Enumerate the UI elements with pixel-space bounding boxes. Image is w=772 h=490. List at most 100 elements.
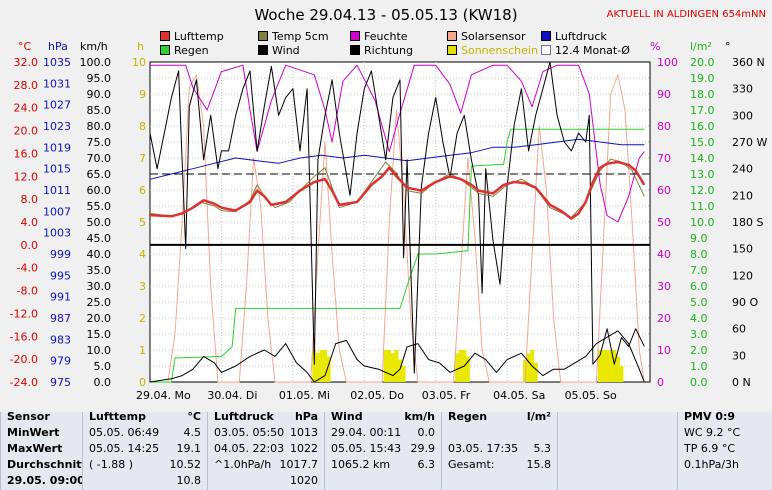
legend-item: Solarsensor <box>447 30 526 43</box>
sunshine-bar <box>598 350 602 382</box>
sunshine-bar <box>605 350 610 382</box>
chart-title: Woche 29.04.13 - 05.05.13 (KW18) <box>254 6 518 24</box>
stats-column-heading: Wind <box>331 410 363 423</box>
direction-tick-label: 360 N <box>732 56 765 69</box>
temp-tick-label: -24.0 <box>10 376 38 389</box>
legend-swatch <box>258 45 268 55</box>
humidity-tick-label: 0 <box>657 376 664 389</box>
rain-tick-label: 20.0 <box>690 56 715 69</box>
legend-swatch <box>258 31 268 41</box>
stats-value: 1013 <box>290 426 318 439</box>
temp-tick-label: 8.0 <box>21 193 39 206</box>
rain-tick-label: 6.0 <box>690 280 708 293</box>
rain-tick-label: 7.0 <box>690 264 708 277</box>
direction-tick-label: 120 <box>732 269 753 282</box>
stats-cell: WC 9.2 °C <box>684 426 741 439</box>
pressure-tick-label: 1031 <box>43 77 71 90</box>
stats-cell: 29.05. 09:00 <box>7 474 85 487</box>
sunshine-bar <box>383 350 388 382</box>
wind-tick-label: 0.0 <box>94 376 112 389</box>
sunshine-bar <box>615 356 620 382</box>
humidity-tick-label: 90 <box>657 88 671 101</box>
sunshine-bar <box>523 359 527 382</box>
sun-tick-label: 8 <box>139 120 146 133</box>
legend-item: Lufttemp <box>160 30 224 43</box>
temp-tick-label: 4.0 <box>21 216 39 229</box>
legend-item: 12.4 Monat-Ø <box>541 44 630 57</box>
wind-tick-label: 35.0 <box>87 264 112 277</box>
pressure-tick-label: 1015 <box>43 163 71 176</box>
stats-cell: 1065.2 km <box>331 458 391 471</box>
pressure-tick-label: 975 <box>50 376 71 389</box>
direction-tick-label: 60 <box>732 323 746 336</box>
legend-label: Temp 5cm <box>272 30 329 43</box>
stats-cell: 03.05. 17:35 <box>448 442 519 455</box>
humidity-tick-label: 30 <box>657 280 671 293</box>
pressure-tick-label: 987 <box>50 312 71 325</box>
stats-column-heading: Luftdruck <box>214 410 274 423</box>
pressure-tick-label: 999 <box>50 248 71 261</box>
sunshine-bar <box>387 350 392 382</box>
direction-series-line <box>149 61 645 374</box>
sunshine-bar <box>455 353 460 382</box>
wind-tick-label: 80.0 <box>87 120 112 133</box>
stats-column: Lufttemp °C 05.05. 06:49 4.5 05.05. 14:25 19.… <box>82 410 207 490</box>
direction-tick-label: 270 W <box>732 136 767 149</box>
sunshine-bar <box>465 356 470 382</box>
wind-tick-label: 90.0 <box>87 88 112 101</box>
legend-swatch <box>541 45 551 55</box>
legend-item: Wind <box>258 44 300 57</box>
rain-tick-label: 12.0 <box>690 184 715 197</box>
stats-cell: 0.1hPa/3h <box>684 458 740 471</box>
legend-swatch <box>160 45 170 55</box>
stats-spacer <box>557 412 677 490</box>
legend-item: Regen <box>160 44 209 57</box>
temp-unit: °C <box>18 40 32 53</box>
wind-tick-label: 15.0 <box>87 328 112 341</box>
wind-tick-label: 65.0 <box>87 168 112 181</box>
humidity-tick-label: 80 <box>657 120 671 133</box>
wind-tick-label: 55.0 <box>87 200 112 213</box>
sunshine-bar <box>326 356 331 382</box>
humidity-tick-label: 40 <box>657 248 671 261</box>
humidity-tick-label: 100 <box>657 56 678 69</box>
stats-column: Wind km/h 29.04. 00:11 0.0 05.05. 15:43 29.9 1… <box>324 410 441 490</box>
sun-tick-label: 5 <box>139 216 146 229</box>
stats-value: 10.8 <box>176 474 202 487</box>
legend-item: Luftdruck <box>541 30 607 43</box>
day-tick-label: 02.05. Do <box>350 389 404 402</box>
humidity-tick-label: 20 <box>657 312 671 325</box>
sun-tick-label: 4 <box>139 248 146 261</box>
legend-swatch <box>160 31 170 41</box>
temp-tick-label: -16.0 <box>10 330 38 343</box>
stats-value: 0.0 <box>417 426 436 439</box>
pressure-tick-label: 1007 <box>43 205 71 218</box>
pressure-tick-label: 995 <box>50 269 71 282</box>
temp-tick-label: 0.0 <box>21 239 39 252</box>
legend-label: Lufttemp <box>174 30 224 43</box>
sunshine-bar <box>315 353 320 382</box>
sunshine-bar <box>601 350 606 382</box>
stats-column: Luftdruck hPa 03.05. 05:50 1013 04.05. 22:03… <box>207 410 324 490</box>
wind-tick-label: 25.0 <box>87 296 112 309</box>
temp-tick-label: 28.0 <box>14 79 39 92</box>
legend-swatch <box>350 31 360 41</box>
temp-tick-label: -4.0 <box>17 262 38 275</box>
direction-tick-label: 330 <box>732 83 753 96</box>
rain-tick-label: 5.0 <box>690 296 708 309</box>
stats-cell: ^1.0hPa/h <box>214 458 272 471</box>
wind-tick-label: 60.0 <box>87 184 112 197</box>
rain-tick-label: 10.0 <box>690 216 715 229</box>
wind-tick-label: 50.0 <box>87 216 112 229</box>
legend-label: Sonnenschein <box>461 44 538 57</box>
sunshine-bar <box>323 350 327 382</box>
sunshine-bar <box>390 353 395 382</box>
sun-tick-label: 1 <box>139 344 146 357</box>
sunshine-bar <box>608 350 613 382</box>
wind-tick-label: 95.0 <box>87 72 112 85</box>
direction-tick-label: 150 <box>732 243 753 256</box>
direction-tick-label: 240 <box>732 163 753 176</box>
stats-value: 15.8 <box>526 458 552 471</box>
rain-tick-label: 19.0 <box>690 72 715 85</box>
sunshine-bar <box>394 350 399 382</box>
